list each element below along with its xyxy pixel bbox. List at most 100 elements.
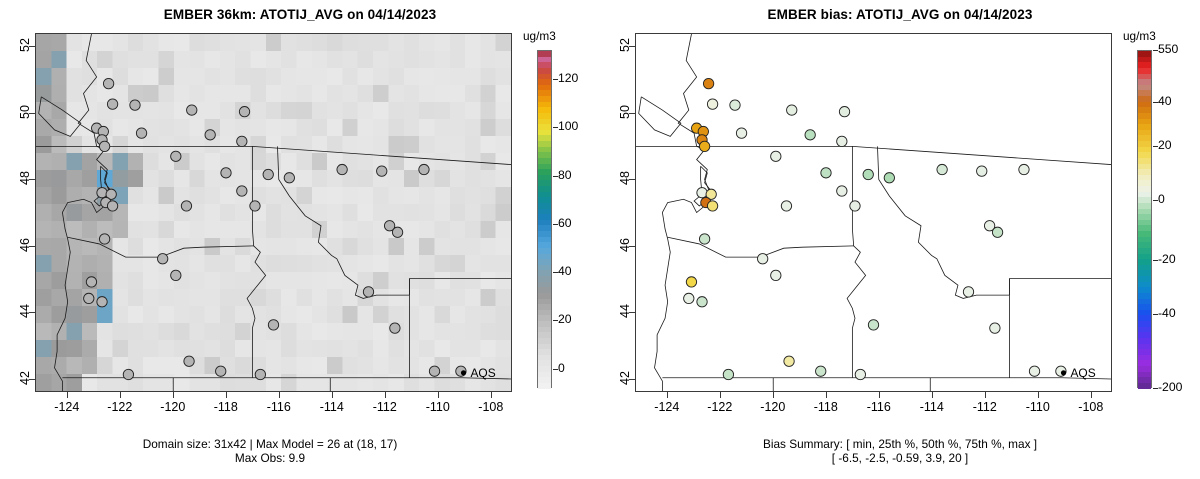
colorbar-tick-label: 40 bbox=[1158, 94, 1172, 109]
colorbar-segment bbox=[1138, 51, 1151, 57]
colorbar-tick-label: 40 bbox=[558, 264, 572, 279]
colorbar-segment bbox=[1138, 107, 1151, 113]
colorbar-tick-label: 100 bbox=[558, 119, 579, 134]
y-tick-label: 52 bbox=[618, 38, 632, 53]
colorbar-segment bbox=[1138, 214, 1151, 220]
svg-text:AQS: AQS bbox=[470, 366, 495, 380]
colorbar-segment bbox=[538, 231, 551, 237]
x-tick-label: -120 bbox=[760, 400, 786, 414]
x-tick-label: -112 bbox=[972, 400, 997, 414]
y-tick bbox=[629, 312, 635, 314]
bias-caption-line1: Bias Summary: [ min, 25th %, 50th %, 75t… bbox=[762, 437, 1038, 451]
x-tick-label: -114 bbox=[319, 400, 344, 414]
colorbar-segment bbox=[1138, 276, 1151, 282]
colorbar-segment bbox=[538, 304, 551, 310]
y-tick-label: 50 bbox=[18, 104, 32, 119]
y-tick-label: 50 bbox=[618, 104, 632, 119]
colorbar-segment bbox=[538, 343, 551, 350]
colorbar-segment bbox=[538, 332, 551, 338]
model-panel: EMBER 36km: ATOTIJ_AVG on 04/14/2023 AQS… bbox=[18, 7, 579, 465]
y-tick-label: 46 bbox=[618, 237, 632, 252]
colorbar-segment bbox=[538, 135, 551, 141]
x-tick bbox=[878, 392, 880, 398]
colorbar-tick bbox=[1153, 102, 1158, 104]
colorbar-segment bbox=[1138, 219, 1151, 226]
colorbar-tick bbox=[1153, 50, 1158, 51]
x-tick-label: -108 bbox=[1078, 400, 1104, 414]
colorbar-segment bbox=[538, 146, 551, 153]
colorbar-segment bbox=[1138, 315, 1151, 321]
model-map-frame: AQS bbox=[35, 33, 512, 392]
colorbar-segment bbox=[1138, 90, 1151, 96]
colorbar-segment bbox=[538, 354, 551, 361]
colorbar-tick bbox=[1153, 259, 1158, 261]
colorbar-segment bbox=[1138, 259, 1151, 265]
colorbar-segment bbox=[538, 225, 551, 231]
colorbar-segment bbox=[1138, 371, 1151, 378]
x-tick-label: -120 bbox=[160, 400, 186, 414]
x-tick bbox=[437, 392, 439, 398]
model-caption-line1: Domain size: 31x42 | Max Model = 26 at (… bbox=[142, 437, 398, 451]
y-tick bbox=[29, 46, 35, 48]
colorbar-segment bbox=[538, 242, 551, 248]
colorbar-segment bbox=[1138, 157, 1151, 164]
x-tick bbox=[331, 392, 333, 398]
y-tick-label: 46 bbox=[18, 237, 32, 252]
colorbar-tick bbox=[553, 223, 558, 225]
colorbar-segment bbox=[538, 360, 551, 366]
colorbar-segment bbox=[538, 96, 551, 102]
x-tick bbox=[225, 392, 227, 398]
y-tick bbox=[629, 46, 635, 48]
colorbar-segment bbox=[1138, 56, 1151, 63]
bias-caption-line2: [ -6.5, -2.5, -0.59, 3.9, 20 ] bbox=[831, 451, 969, 465]
colorbar-segment bbox=[538, 202, 551, 209]
colorbar-segment bbox=[1138, 281, 1151, 288]
y-tick-label: 52 bbox=[18, 38, 32, 53]
colorbar-segment bbox=[538, 79, 551, 85]
colorbar-tick-label: 20 bbox=[1158, 138, 1172, 153]
colorbar-segment bbox=[538, 186, 551, 192]
colorbar-segment bbox=[1138, 197, 1151, 203]
colorbar-tick bbox=[553, 368, 558, 370]
y-tick bbox=[629, 378, 635, 380]
y-tick-label: 42 bbox=[18, 370, 32, 385]
colorbar-segment bbox=[1138, 101, 1151, 108]
svg-text:AQS: AQS bbox=[1070, 366, 1095, 380]
bias-map: AQS bbox=[636, 34, 1111, 391]
colorbar-tick-label: 550 bbox=[1158, 42, 1179, 56]
colorbar-segment bbox=[1138, 366, 1151, 372]
colorbar-tick-label: -200 bbox=[1158, 380, 1183, 394]
colorbar-segment bbox=[1138, 169, 1151, 175]
x-tick-label: -110 bbox=[1025, 400, 1050, 414]
y-tick bbox=[629, 112, 635, 114]
colorbar-segment bbox=[538, 382, 551, 389]
colorbar-segment bbox=[538, 214, 551, 220]
y-tick bbox=[29, 378, 35, 380]
y-tick bbox=[29, 179, 35, 181]
y-tick-label: 48 bbox=[18, 171, 32, 186]
colorbar-segment bbox=[538, 264, 551, 271]
x-tick bbox=[719, 392, 721, 398]
x-tick bbox=[666, 392, 668, 398]
bias-map-frame: AQS bbox=[635, 33, 1112, 392]
colorbar-segment bbox=[1138, 264, 1151, 271]
x-tick bbox=[825, 392, 827, 398]
colorbar-segment bbox=[538, 118, 551, 125]
colorbar-segment bbox=[538, 337, 551, 344]
y-tick bbox=[29, 245, 35, 247]
colorbar-tick-label: 60 bbox=[558, 215, 572, 230]
colorbar-tick bbox=[1153, 146, 1158, 148]
y-tick-label: 44 bbox=[618, 304, 632, 319]
colorbar-segment bbox=[538, 51, 551, 57]
colorbar-segment bbox=[538, 298, 551, 305]
colorbar-segment bbox=[538, 157, 551, 164]
colorbar-segment bbox=[538, 62, 551, 68]
colorbar-segment bbox=[1138, 202, 1151, 209]
colorbar-tick bbox=[553, 320, 558, 322]
colorbar-segment bbox=[538, 180, 551, 186]
colorbar-segment bbox=[538, 73, 551, 80]
x-tick-label: -118 bbox=[213, 400, 238, 414]
colorbar-gradient bbox=[1137, 50, 1152, 389]
colorbar-segment bbox=[1138, 326, 1151, 333]
x-tick bbox=[384, 392, 386, 398]
